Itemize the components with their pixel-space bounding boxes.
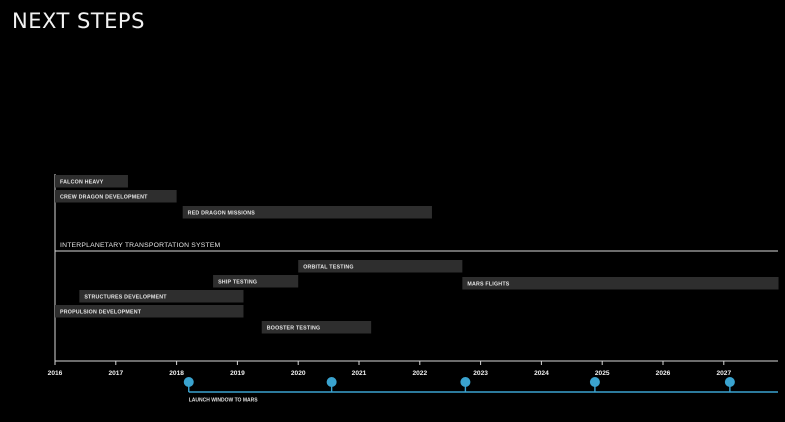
task-bar xyxy=(55,175,128,188)
launch-window-marker xyxy=(326,377,337,387)
task-bar xyxy=(213,275,299,288)
x-tick-label: 2025 xyxy=(595,370,610,377)
launch-window-label: LAUNCH WINDOW TO MARS xyxy=(189,398,258,404)
task-label: RED DRAGON MISSIONS xyxy=(188,210,256,216)
page-title: NEXT STEPS xyxy=(12,9,145,33)
task-label: ORBITAL TESTING xyxy=(303,264,353,270)
x-tick-label: 2018 xyxy=(169,370,184,377)
x-tick-label: 2016 xyxy=(48,370,63,377)
launch-window-marker xyxy=(724,377,735,387)
launch-window-marker xyxy=(460,377,471,387)
task-bar xyxy=(55,305,244,318)
task-label: MARS FLIGHTS xyxy=(467,281,509,287)
section-label: INTERPLANETARY TRANSPORTATION SYSTEM xyxy=(60,242,221,249)
x-tick-label: 2022 xyxy=(412,370,427,377)
task-bar xyxy=(462,277,779,290)
task-label: SHIP TESTING xyxy=(218,279,257,285)
task-bar xyxy=(298,260,463,273)
task-label: CREW DRAGON DEVELOPMENT xyxy=(60,194,148,200)
task-bar xyxy=(261,321,372,334)
task-bar xyxy=(55,190,177,203)
x-tick-label: 2017 xyxy=(108,370,123,377)
x-tick-label: 2019 xyxy=(230,370,245,377)
x-tick-label: 2023 xyxy=(473,370,488,377)
launch-window-marker xyxy=(183,377,194,387)
task-bar xyxy=(182,206,432,219)
x-tick-label: 2026 xyxy=(656,370,671,377)
x-tick-label: 2024 xyxy=(534,370,549,377)
x-tick-label: 2021 xyxy=(352,370,367,377)
task-bar xyxy=(79,290,244,303)
task-label: PROPULSION DEVELOPMENT xyxy=(60,309,142,315)
x-tick-label: 2027 xyxy=(716,370,731,377)
x-tick-label: 2020 xyxy=(291,370,306,377)
task-label: FALCON HEAVY xyxy=(60,179,104,185)
launch-window-marker xyxy=(589,377,600,387)
task-label: STRUCTURES DEVELOPMENT xyxy=(84,294,167,300)
task-label: BOOSTER TESTING xyxy=(267,325,321,331)
